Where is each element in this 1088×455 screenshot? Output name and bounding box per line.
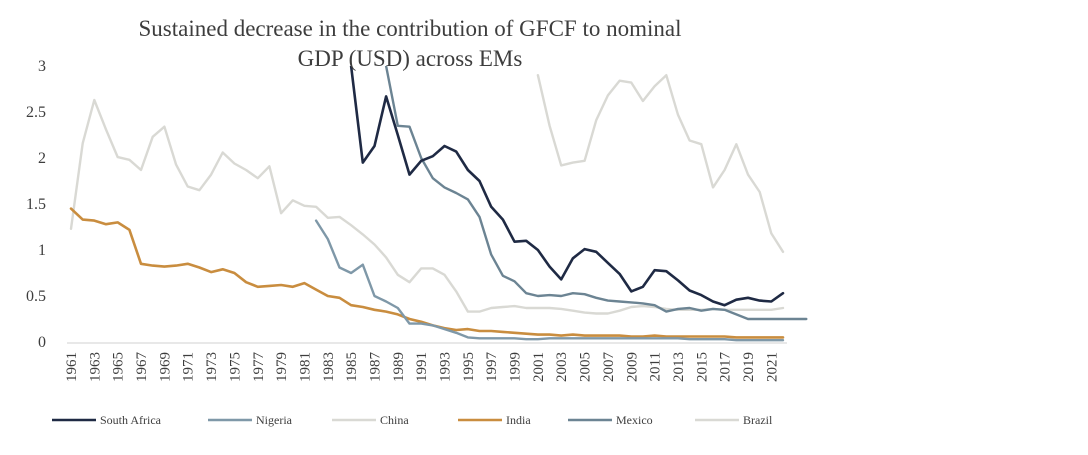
x-tick-label: 1981 [297,352,313,382]
x-tick-label: 1967 [134,352,150,383]
x-tick-label: 2013 [671,352,687,382]
x-tick-label: 1999 [508,352,524,382]
legend-label-nigeria: Nigeria [256,413,293,427]
legend-label-mexico: Mexico [616,413,653,427]
series-line-nigeria [314,219,785,342]
x-tick-label: 1971 [181,352,197,382]
x-tick-label: 1973 [204,352,220,382]
x-tick-label: 2021 [764,352,780,382]
x-tick-label: 1997 [484,352,500,383]
series-line-india [69,207,785,339]
x-tick-label: 2015 [694,352,710,382]
x-tick-label: 1985 [344,352,360,382]
legend-label-india: India [506,413,531,427]
y-tick-label: 1 [38,242,46,259]
x-tick-label: 1961 [64,352,80,382]
x-tick-label: 1989 [391,352,407,382]
x-tick-label: 2011 [648,352,664,381]
chart-title-line1: Sustained decrease in the contribution o… [138,16,682,41]
x-tick-label: 1969 [157,352,173,382]
series-line-south-africa [349,66,785,307]
x-tick-label: 2003 [554,352,570,382]
series-line-mexico [384,66,808,321]
chart-title-line2: GDP (USD) across EMs [297,46,523,71]
x-tick-label: 1995 [461,352,477,382]
series-group [69,66,808,342]
y-tick-label: 2.5 [26,104,46,121]
x-tick-label: 1991 [414,352,430,382]
series-line-brazil [69,98,785,315]
legend: South Africa Nigeria China India Mexico Brazi… [52,413,773,427]
x-tick-label: 2017 [718,352,734,383]
x-tick-label: 1977 [251,352,267,383]
y-tick-label: 0 [38,334,46,351]
x-tick-label: 2019 [741,352,757,382]
x-tick-label: 2009 [624,352,640,382]
x-tick-label: 1963 [87,352,103,382]
x-tick-label: 1983 [321,352,337,382]
x-tick-label: 1965 [111,352,127,382]
y-tick-label: 1.5 [26,196,46,213]
y-tick-label: 0.5 [26,288,46,305]
y-tick-label: 2 [38,150,46,167]
chart-title: Sustained decrease in the contribution o… [95,14,725,74]
x-tick-label: 1979 [274,352,290,382]
x-tick-label: 1987 [367,352,383,383]
series-line-china [536,73,785,254]
x-axis: 1961 1963 1965 1967 1969 1971 1973 1975 1977 1979… [64,342,787,383]
x-tick-label: 2005 [578,352,594,382]
legend-label-china: China [380,413,409,427]
y-tick-label: 3 [38,58,46,75]
y-axis: 0 0.5 1 1.5 2 2.5 3 [26,58,46,351]
x-tick-label: 2001 [531,352,547,382]
legend-label-south-africa: South Africa [100,413,162,427]
x-tick-label: 2007 [601,352,617,383]
legend-label-brazil: Brazil [743,413,773,427]
x-tick-label: 1975 [227,352,243,382]
x-tick-label: 1993 [438,352,454,382]
